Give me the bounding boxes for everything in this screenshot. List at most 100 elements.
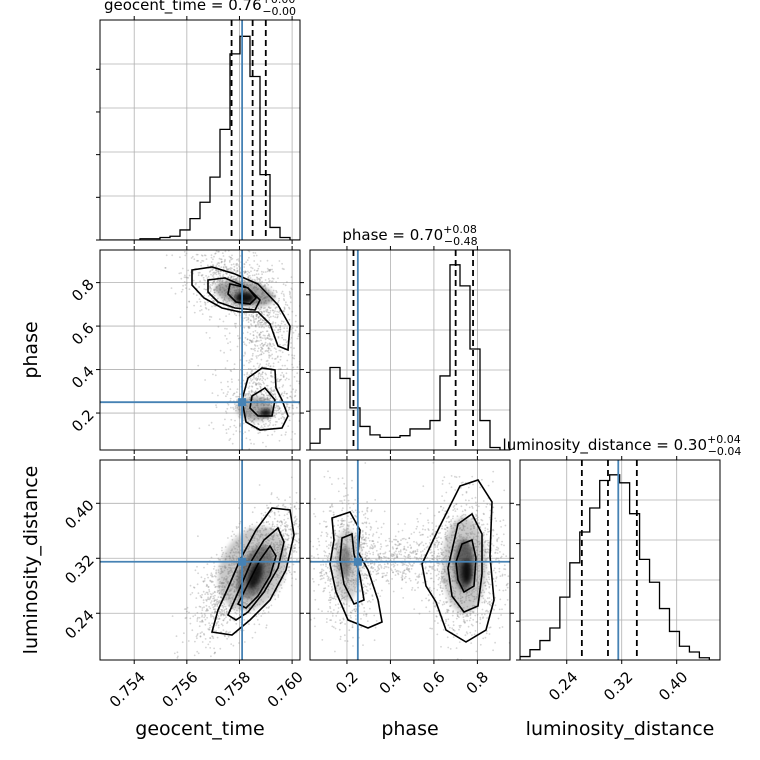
gt-phase-sample xyxy=(281,371,284,374)
gt-phase-sample xyxy=(239,424,241,426)
gt-phase-sample xyxy=(249,333,252,335)
gt-phase-sample xyxy=(264,321,267,324)
gt-ld-sample xyxy=(205,604,208,607)
gt-phase-sample xyxy=(212,373,214,376)
gt-phase-sample xyxy=(215,250,218,252)
gt-ld-sample xyxy=(283,581,286,583)
gt-ld-sample xyxy=(196,583,199,586)
gt-phase-sample xyxy=(259,377,262,380)
gt-phase-sample xyxy=(212,268,215,270)
gt-phase-sample xyxy=(287,409,289,412)
gt-phase-sample xyxy=(288,406,291,409)
phase-ld-sample xyxy=(367,537,370,539)
gt-phase-sample xyxy=(198,271,201,274)
gt-ld-sample xyxy=(251,636,254,639)
gt-phase-sample xyxy=(211,305,213,308)
gt-phase-sample xyxy=(232,276,235,278)
gt-phase-sample xyxy=(213,271,216,274)
gt-phase-sample xyxy=(272,289,275,292)
gt-ld-sample xyxy=(211,622,214,625)
gt-ld-sample xyxy=(213,652,216,655)
phase-ld-sample xyxy=(331,588,334,590)
phase-ld-sample xyxy=(341,517,344,520)
gt-ld-sample xyxy=(214,608,217,611)
gt-phase-sample xyxy=(262,420,264,423)
phase-ld-sample xyxy=(366,577,368,580)
phase-ld-sample xyxy=(350,517,352,520)
gt-ld-sample xyxy=(227,635,230,638)
phase-ld-sample xyxy=(370,544,373,546)
phase-ld-sample xyxy=(347,525,350,528)
gt-ld-sample xyxy=(219,612,221,614)
gt-phase-sample xyxy=(270,323,273,325)
gt-phase-sample xyxy=(255,313,258,316)
gt-ld-sample xyxy=(205,610,207,612)
phase-ld-sample xyxy=(400,553,403,556)
gt-ld-sample xyxy=(221,549,223,552)
gt-ld-sample xyxy=(222,619,225,622)
gt-ld-sample xyxy=(210,602,212,604)
gt-ld-sample xyxy=(208,628,211,631)
gt-phase-sample xyxy=(218,265,220,267)
phase-ld-sample xyxy=(332,514,335,516)
gt-phase-sample xyxy=(276,405,278,408)
gt-ld-sample xyxy=(282,503,285,506)
gt-phase-sample xyxy=(188,288,191,291)
gt-phase-sample xyxy=(259,363,262,366)
gt-ld-sample xyxy=(200,596,203,598)
gt-phase-sample xyxy=(295,406,298,409)
phase-ld-sample xyxy=(312,545,315,548)
gt-phase-sample xyxy=(242,422,245,425)
gt-phase-sample xyxy=(272,393,275,396)
phase-ld-sample xyxy=(371,595,374,598)
gt-phase-sample xyxy=(212,273,215,276)
gt-phase-sample xyxy=(279,324,282,327)
gt-phase-sample xyxy=(263,311,265,313)
gt-phase-sample xyxy=(278,311,280,313)
phase-ld-sample xyxy=(354,532,357,535)
gt-phase-sample xyxy=(274,324,277,327)
phase-ld-sample xyxy=(314,515,317,518)
gt-phase-sample xyxy=(226,268,228,271)
gt-phase-sample xyxy=(279,330,281,333)
gt-ld-sample xyxy=(217,620,220,623)
gt-ld-sample xyxy=(212,597,215,600)
gt-ld-sample xyxy=(203,616,206,619)
gt-ld-sample xyxy=(217,624,220,627)
gt-phase-sample xyxy=(247,392,250,395)
gt-phase-sample xyxy=(262,352,265,355)
gt-phase-sample xyxy=(247,420,250,423)
gt-phase-sample xyxy=(298,402,300,405)
phase-ld-sample xyxy=(329,545,332,547)
gt-ld-sample xyxy=(280,521,283,524)
gt-ld-sample xyxy=(210,580,213,583)
gt-phase-sample xyxy=(259,350,262,352)
phase-ld-sample xyxy=(367,574,370,577)
gt-ld-sample xyxy=(253,506,256,509)
gt-ld-sample xyxy=(273,511,276,514)
gt-phase-sample xyxy=(228,306,230,309)
gt-ld-sample xyxy=(307,534,309,536)
gt-phase-sample xyxy=(233,268,235,271)
gt-phase-sample xyxy=(237,258,240,260)
phase-ld-sample xyxy=(361,553,364,556)
gt-ld-contour-0 xyxy=(210,507,295,636)
gt-phase-sample xyxy=(250,315,253,318)
gt-phase-sample xyxy=(200,261,202,264)
gt-ld-sample xyxy=(277,498,280,501)
gt-phase-sample xyxy=(280,322,283,325)
gt-phase-sample xyxy=(211,275,214,277)
gt-ld-sample xyxy=(214,610,217,612)
gt-ld-sample xyxy=(235,622,238,625)
gt-ld-sample xyxy=(230,643,233,645)
gt-phase-sample xyxy=(178,272,181,275)
gt-phase-sample xyxy=(229,425,232,428)
phase-ld-sample xyxy=(352,503,355,505)
gt-ld-sample xyxy=(311,526,313,528)
phase-ld-sample xyxy=(342,528,345,530)
gt-phase-sample xyxy=(203,301,206,304)
gt-ld-sample xyxy=(216,598,219,601)
phase-ld-sample xyxy=(369,559,372,562)
gt-phase-sample xyxy=(281,262,283,265)
gt-phase-sample xyxy=(226,407,229,410)
